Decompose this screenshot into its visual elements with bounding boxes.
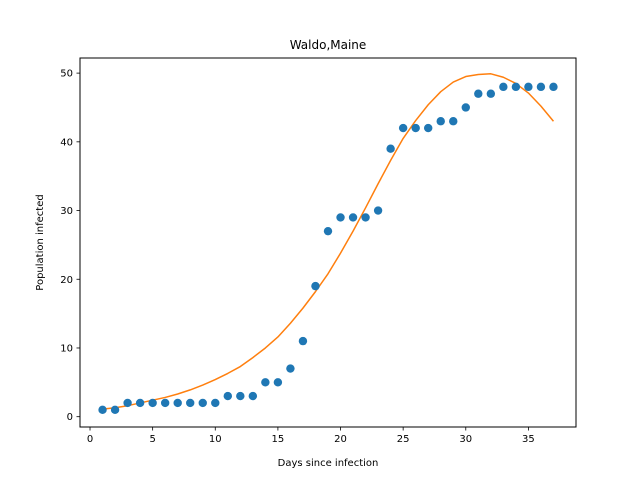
x-axis: 0 5 10 15 20 25 30 35 (87, 427, 535, 445)
y-axis-label: Population infected (35, 194, 46, 290)
data-point (323, 226, 333, 236)
data-point (273, 378, 283, 387)
data-point (298, 336, 308, 346)
data-point (198, 398, 207, 408)
data-point (511, 82, 521, 92)
y-tick-label: 50 (60, 69, 73, 80)
data-point (98, 405, 107, 415)
y-tick-label: 40 (60, 137, 73, 148)
chart-title: Waldo,Maine (290, 38, 367, 52)
data-point (461, 103, 470, 112)
x-tick-label: 15 (272, 434, 285, 445)
data-point (486, 89, 496, 98)
data-point (248, 391, 258, 401)
data-point (236, 391, 245, 401)
plot-area (98, 73, 558, 415)
x-axis-label: Days since infection (278, 458, 379, 469)
data-point (135, 398, 145, 408)
x-tick-label: 0 (87, 434, 93, 445)
data-point (148, 398, 157, 408)
data-point (386, 144, 395, 153)
axes-frame (79, 57, 577, 428)
data-point (398, 123, 408, 133)
data-point (474, 89, 483, 98)
data-point (536, 82, 546, 92)
data-point (361, 213, 370, 222)
x-tick-label: 30 (459, 434, 472, 445)
data-point (373, 206, 383, 215)
x-tick-label: 35 (522, 434, 535, 445)
y-axis: 0 10 20 30 40 50 (60, 69, 80, 423)
data-point (424, 123, 433, 133)
y-tick-label: 30 (60, 206, 73, 217)
data-point (348, 213, 358, 222)
data-point (286, 364, 295, 373)
data-point (549, 82, 558, 92)
data-point (411, 123, 420, 133)
fit-line (102, 73, 555, 410)
data-point (186, 398, 195, 408)
data-point (336, 213, 345, 222)
x-tick-label: 5 (149, 434, 155, 445)
y-tick-label: 0 (67, 412, 73, 423)
data-point (173, 398, 182, 408)
data-point (499, 82, 508, 92)
x-tick-label: 25 (397, 434, 410, 445)
data-point (160, 398, 170, 408)
data-point (311, 281, 320, 291)
data-point (261, 378, 270, 387)
data-point (110, 405, 120, 415)
data-point (211, 398, 220, 408)
data-point (524, 82, 533, 92)
data-point (436, 117, 445, 126)
data-point (449, 117, 458, 126)
x-tick-label: 20 (334, 434, 347, 445)
y-tick-label: 10 (60, 343, 73, 354)
y-tick-label: 20 (60, 275, 73, 286)
x-tick-label: 10 (209, 434, 222, 445)
data-point (123, 398, 132, 408)
data-point (223, 391, 232, 401)
